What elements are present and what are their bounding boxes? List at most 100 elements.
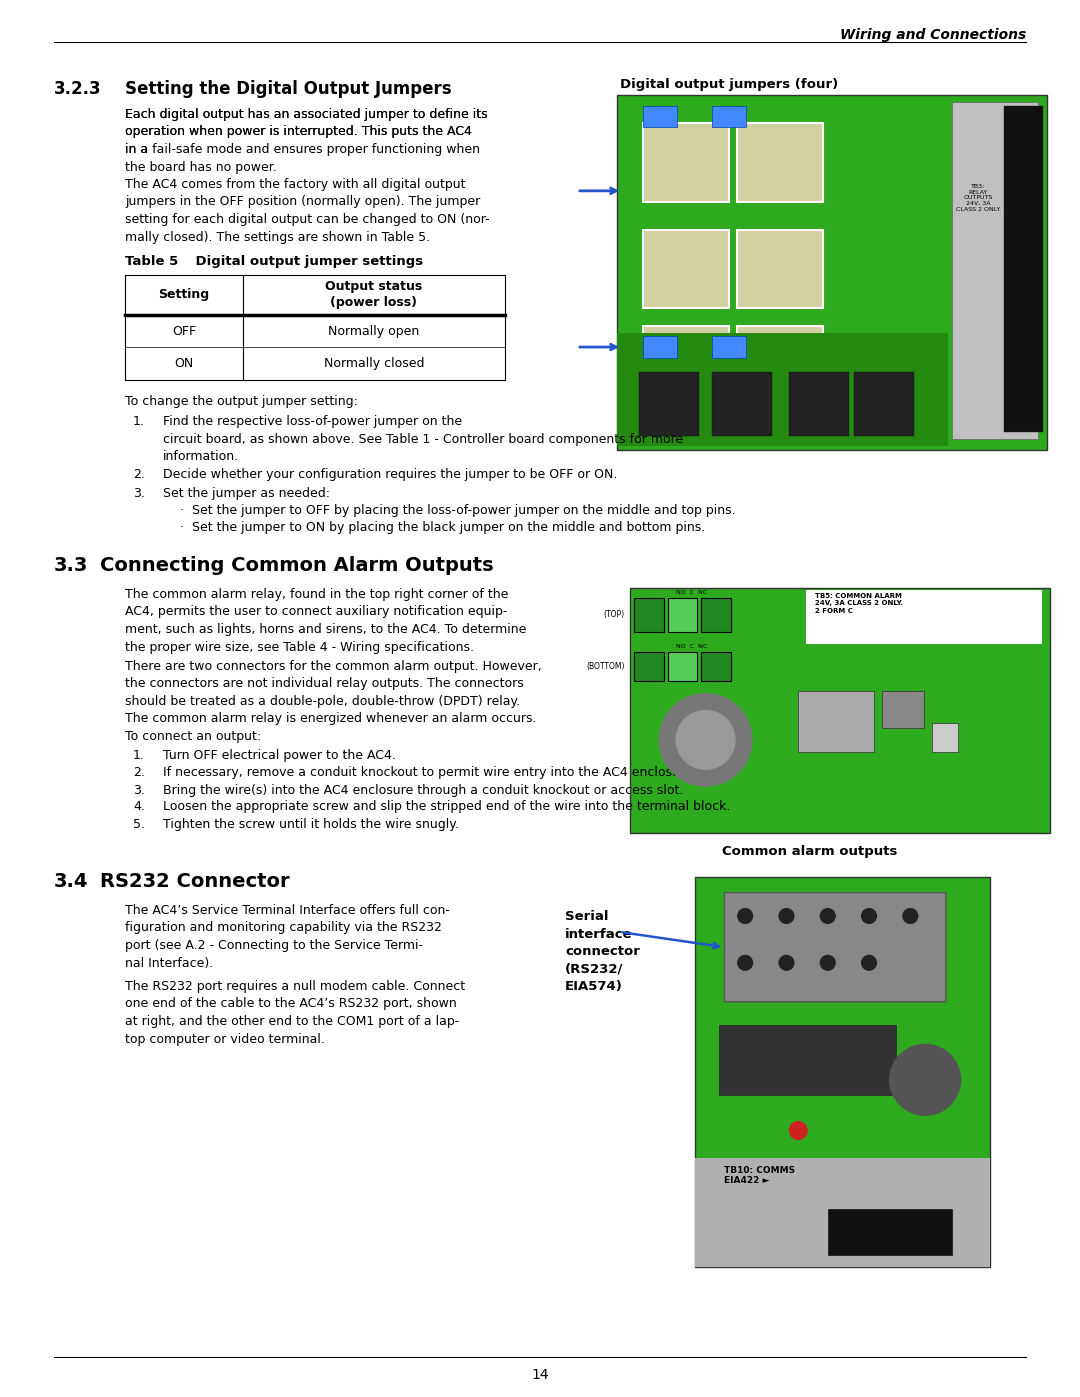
Bar bbox=[1004, 106, 1042, 432]
Text: Set the jumper as needed:: Set the jumper as needed: bbox=[163, 488, 330, 500]
Circle shape bbox=[862, 956, 877, 970]
Text: Table 5: Table 5 bbox=[125, 256, 178, 268]
Text: Normally open: Normally open bbox=[328, 324, 419, 338]
Text: 3.: 3. bbox=[133, 488, 145, 500]
Text: 3.3: 3.3 bbox=[54, 556, 89, 576]
FancyBboxPatch shape bbox=[725, 893, 946, 1002]
Bar bbox=[634, 598, 663, 631]
Text: The common alarm relay is energized whenever an alarm occurs.: The common alarm relay is energized when… bbox=[125, 712, 537, 725]
Circle shape bbox=[890, 1045, 960, 1115]
Text: Decide whether your configuration requires the jumper to be OFF or ON.: Decide whether your configuration requir… bbox=[163, 468, 618, 481]
Text: (TOP): (TOP) bbox=[604, 610, 625, 619]
Text: NO  C  NC: NO C NC bbox=[676, 644, 707, 650]
Bar bbox=[643, 123, 729, 201]
Bar bbox=[718, 1025, 895, 1095]
Circle shape bbox=[738, 956, 753, 970]
Text: 1.: 1. bbox=[133, 749, 145, 761]
Text: Wiring and Connections: Wiring and Connections bbox=[840, 28, 1026, 42]
Text: The AC4 comes from the factory with all digital output
jumpers in the OFF positi: The AC4 comes from the factory with all … bbox=[125, 177, 489, 243]
Text: Setting: Setting bbox=[159, 288, 210, 302]
Text: The RS232 port requires a null modem cable. Connect
one end of the cable to the : The RS232 port requires a null modem cab… bbox=[125, 981, 465, 1045]
Text: Loosen the appropriate screw and slip the stripped end of the wire into the term: Loosen the appropriate screw and slip th… bbox=[163, 800, 730, 813]
Text: 4.: 4. bbox=[133, 800, 145, 813]
Bar bbox=[738, 231, 823, 307]
Text: To change the output jumper setting:: To change the output jumper setting: bbox=[125, 395, 357, 408]
Circle shape bbox=[862, 908, 877, 923]
Text: 3.2.3: 3.2.3 bbox=[54, 80, 102, 98]
Text: 1.: 1. bbox=[133, 415, 145, 427]
Text: 14: 14 bbox=[531, 1368, 549, 1382]
Bar bbox=[643, 326, 729, 404]
Text: Normally closed: Normally closed bbox=[324, 358, 424, 370]
Text: If necessary, remove a conduit knockout to permit wire entry into the AC4 enclos: If necessary, remove a conduit knockout … bbox=[163, 766, 697, 780]
Text: Serial
interface
connector
(RS232/
EIA574): Serial interface connector (RS232/ EIA57… bbox=[565, 909, 639, 993]
Bar bbox=[617, 332, 948, 447]
Text: Find the respective loss-of-power jumper on the
circuit board, as shown above. S: Find the respective loss-of-power jumper… bbox=[163, 415, 684, 462]
Text: Common alarm outputs: Common alarm outputs bbox=[723, 845, 897, 858]
Circle shape bbox=[903, 908, 918, 923]
Text: TB10: COMMS
EIA422 ►: TB10: COMMS EIA422 ► bbox=[725, 1165, 796, 1185]
Bar bbox=[827, 1208, 951, 1256]
Bar bbox=[617, 95, 1047, 450]
Bar bbox=[712, 106, 746, 127]
Circle shape bbox=[821, 956, 835, 970]
Text: TB5: COMMON ALARM
24V, 3A CLASS 2 ONLY.
2 FORM C: TB5: COMMON ALARM 24V, 3A CLASS 2 ONLY. … bbox=[814, 592, 903, 613]
Bar bbox=[712, 372, 772, 436]
Bar bbox=[798, 692, 874, 752]
Bar bbox=[701, 651, 731, 682]
Circle shape bbox=[789, 1122, 807, 1140]
Text: Turn OFF electrical power to the AC4.: Turn OFF electrical power to the AC4. bbox=[163, 749, 396, 761]
Text: Connecting Common Alarm Outputs: Connecting Common Alarm Outputs bbox=[100, 556, 494, 576]
Bar bbox=[643, 337, 677, 358]
Text: NO  C  NC: NO C NC bbox=[676, 591, 707, 595]
Text: 3.: 3. bbox=[133, 784, 145, 798]
Text: Bring the wire(s) into the AC4 enclosure through a conduit knockout or access sl: Bring the wire(s) into the AC4 enclosure… bbox=[163, 784, 684, 798]
Bar bbox=[738, 123, 823, 201]
Text: 3.4: 3.4 bbox=[54, 872, 89, 891]
Text: Setting the Digital Output Jumpers: Setting the Digital Output Jumpers bbox=[125, 80, 451, 98]
Circle shape bbox=[779, 956, 794, 970]
Text: The common alarm relay, found in the top right corner of the
AC4, permits the us: The common alarm relay, found in the top… bbox=[125, 588, 526, 654]
Text: 2.: 2. bbox=[133, 468, 145, 481]
Bar bbox=[712, 337, 746, 358]
Text: 2.: 2. bbox=[133, 766, 145, 780]
Bar bbox=[638, 372, 699, 436]
Text: (BOTTOM): (BOTTOM) bbox=[586, 662, 625, 671]
Bar bbox=[125, 275, 505, 380]
Text: ·  Set the jumper to ON by placing the black jumper on the middle and bottom pin: · Set the jumper to ON by placing the bl… bbox=[180, 521, 705, 534]
Bar bbox=[789, 372, 849, 436]
Text: ·  Set the jumper to OFF by placing the loss-of-power jumper on the middle and t: · Set the jumper to OFF by placing the l… bbox=[180, 504, 735, 517]
Text: Digital output jumper settings: Digital output jumper settings bbox=[177, 256, 423, 268]
Circle shape bbox=[738, 908, 753, 923]
Bar bbox=[882, 692, 924, 728]
Bar bbox=[634, 651, 663, 682]
Text: The AC4’s Service Terminal Interface offers full con-
figuration and monitoring : The AC4’s Service Terminal Interface off… bbox=[125, 904, 450, 970]
Text: 5.: 5. bbox=[133, 819, 145, 831]
Bar bbox=[807, 591, 1041, 644]
Text: There are two connectors for the common alarm output. However,
the connectors ar: There are two connectors for the common … bbox=[125, 659, 542, 708]
Bar bbox=[701, 598, 731, 631]
Bar bbox=[643, 231, 729, 307]
Text: RS232 Connector: RS232 Connector bbox=[100, 872, 289, 891]
Text: ON: ON bbox=[174, 358, 193, 370]
Text: TB3:
RELAY
OUTPUTS
24V, 3A
CLASS 2 ONLY.: TB3: RELAY OUTPUTS 24V, 3A CLASS 2 ONLY. bbox=[956, 184, 1001, 212]
Circle shape bbox=[821, 908, 835, 923]
Circle shape bbox=[660, 694, 752, 787]
Bar bbox=[643, 106, 677, 127]
Bar bbox=[953, 102, 1038, 439]
Text: OFF: OFF bbox=[172, 324, 195, 338]
Bar bbox=[738, 326, 823, 404]
Bar bbox=[853, 372, 914, 436]
Text: Digital output jumpers (four): Digital output jumpers (four) bbox=[620, 78, 838, 91]
Bar bbox=[667, 598, 698, 631]
Text: Each digital output has an associated jumper to define its
operation when power : Each digital output has an associated ju… bbox=[125, 108, 488, 173]
Circle shape bbox=[676, 711, 735, 770]
Bar bbox=[630, 588, 1050, 833]
Bar bbox=[696, 877, 990, 1267]
Bar bbox=[696, 1158, 990, 1267]
Text: Each digital output has an associated jumper to define its
operation when power : Each digital output has an associated ju… bbox=[125, 108, 488, 156]
Bar bbox=[932, 722, 958, 752]
Text: Tighten the screw until it holds the wire snugly.: Tighten the screw until it holds the wir… bbox=[163, 819, 459, 831]
Text: To connect an output:: To connect an output: bbox=[125, 731, 261, 743]
Text: Output status
(power loss): Output status (power loss) bbox=[325, 281, 422, 310]
